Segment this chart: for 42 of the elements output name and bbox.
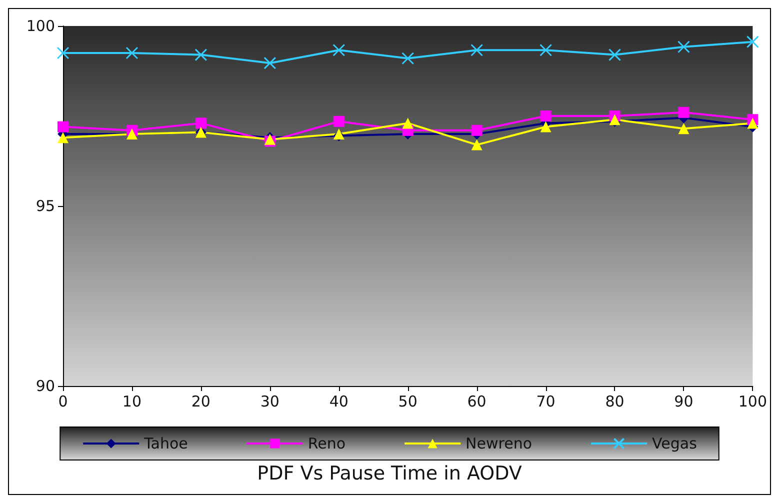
- point: [471, 124, 482, 136]
- x-tick-label: 50: [398, 392, 418, 410]
- y-tick-label: 100: [26, 17, 55, 35]
- point: [746, 36, 759, 48]
- point: [540, 121, 552, 132]
- point: [195, 118, 206, 129]
- point: [402, 52, 414, 65]
- point: [470, 44, 484, 56]
- point: [608, 48, 621, 62]
- x-tick-label: 10: [122, 392, 142, 410]
- x-tick-label: 20: [191, 392, 210, 410]
- point: [126, 46, 138, 60]
- x-tick-label: 0: [58, 392, 68, 410]
- point: [56, 46, 70, 60]
- point: [264, 56, 276, 70]
- point: [402, 118, 414, 129]
- y-tick-label: 90: [36, 377, 55, 395]
- legend-label: Newreno: [466, 434, 532, 452]
- x-tick-label: 60: [467, 392, 486, 410]
- legend-label: Vegas: [652, 434, 698, 452]
- x-tick-label: 40: [329, 392, 348, 410]
- y-tick-label: 95: [36, 197, 55, 215]
- point: [58, 121, 68, 132]
- point: [332, 44, 346, 56]
- x-tick-label: 90: [674, 392, 694, 410]
- x-tick-label: 70: [536, 392, 556, 410]
- point: [194, 48, 208, 62]
- point: [677, 40, 690, 54]
- point: [540, 44, 552, 56]
- x-tick-label: 100: [738, 392, 768, 410]
- text: PDF Vs Pause Time in AODV: [257, 462, 522, 484]
- point: [540, 110, 552, 122]
- legend-label: Tahoe: [143, 434, 188, 452]
- x-tick-label: 30: [260, 392, 280, 410]
- legend-label: Reno: [308, 434, 346, 452]
- point: [471, 139, 482, 150]
- point: [747, 118, 758, 129]
- point: [333, 116, 344, 127]
- point: [58, 132, 68, 144]
- x-tick-label: 80: [605, 392, 624, 410]
- point: [678, 106, 690, 118]
- point: [678, 123, 690, 134]
